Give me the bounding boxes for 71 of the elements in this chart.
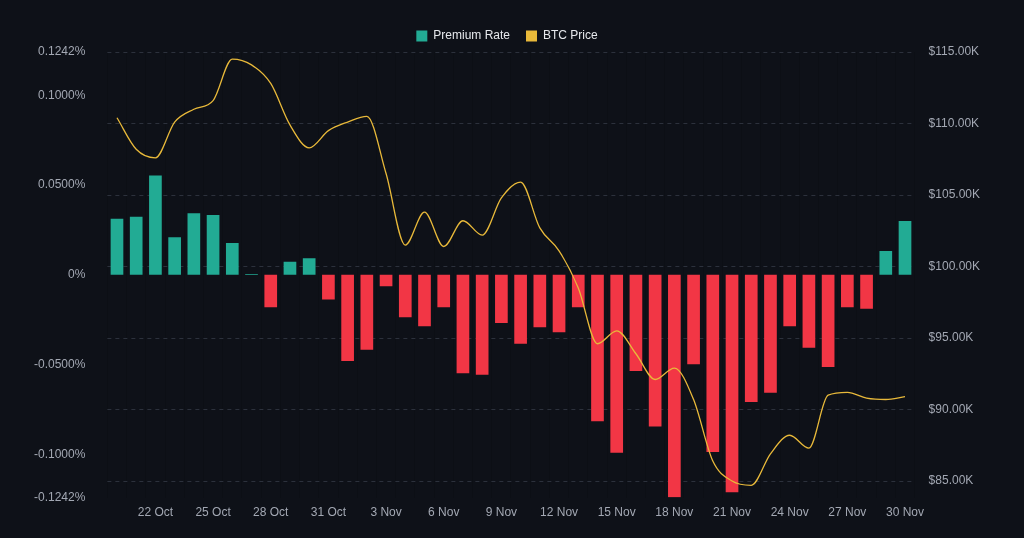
bar [456,274,470,374]
bar [149,175,162,275]
x-tick-label: 22 Oct [137,505,174,520]
y2-tick-label: $110.00K [928,115,980,130]
legend-label: BTC Price [543,28,599,43]
bar [841,274,854,308]
bar [706,274,720,453]
bar [322,274,335,300]
bar [418,274,431,327]
x-tick-label: 31 Oct [310,505,347,520]
bar [283,261,297,275]
bar [648,274,662,427]
x-tick-label: 27 Nov [828,505,867,520]
bar [206,215,220,275]
bar [898,220,912,275]
bar [379,274,393,287]
line-series [116,58,906,486]
y2-tick-label: $95.00K [928,330,974,345]
bar [225,243,239,275]
y-tick-label: 0.1242% [37,44,86,59]
y-tick-label: 0% [68,267,86,282]
x-tick-label: 25 Oct [195,505,232,520]
bar [187,213,201,275]
bar [783,274,797,327]
bar [168,237,181,275]
y-tick-label: 0.1000% [37,87,86,102]
x-tick-label: 3 Nov [370,505,402,520]
x-tick-label: 15 Nov [597,505,636,520]
bar [495,274,508,323]
bar [610,274,624,453]
bar [437,274,451,308]
bar [879,250,893,275]
bar [629,274,643,371]
bar [687,274,700,365]
bar [514,274,527,344]
bar [764,274,777,393]
bar [533,274,547,328]
bar [129,216,143,275]
bar [264,274,278,308]
y2-tick-label: $100.00K [928,258,981,273]
bar [668,274,681,498]
bar [821,274,835,368]
x-tick-label: 12 Nov [540,505,579,520]
y-tick-label: -0.1242% [33,489,86,504]
bar [860,274,873,309]
bar [110,218,124,275]
y2-tick-label: $90.00K [928,401,974,416]
bar [398,274,412,318]
x-tick-label: 6 Nov [428,505,460,520]
x-tick-label: 21 Nov [713,505,752,520]
y-tick-label: -0.0500% [33,356,86,371]
bar [302,258,316,275]
y-tick-label: 0.0500% [37,177,86,192]
x-tick-label: 30 Nov [885,505,925,520]
bar [475,274,489,375]
bar [725,274,739,493]
x-tick-label: 24 Nov [770,505,809,520]
legend-label: Premium Rate [433,28,511,43]
x-tick-label: 28 Oct [253,505,290,520]
bar [552,274,566,333]
x-tick-label: 18 Nov [655,505,694,520]
bar [341,274,354,361]
bar [591,274,604,422]
bar [744,274,758,402]
y-tick-label: -0.1000% [33,446,86,461]
x-tick-label: 9 Nov [485,505,518,520]
y2-tick-label: $85.00K [928,473,974,488]
y2-tick-label: $115.00K [928,44,980,59]
bar [802,274,816,348]
y2-tick-label: $105.00K [928,187,981,202]
bar [360,274,374,350]
